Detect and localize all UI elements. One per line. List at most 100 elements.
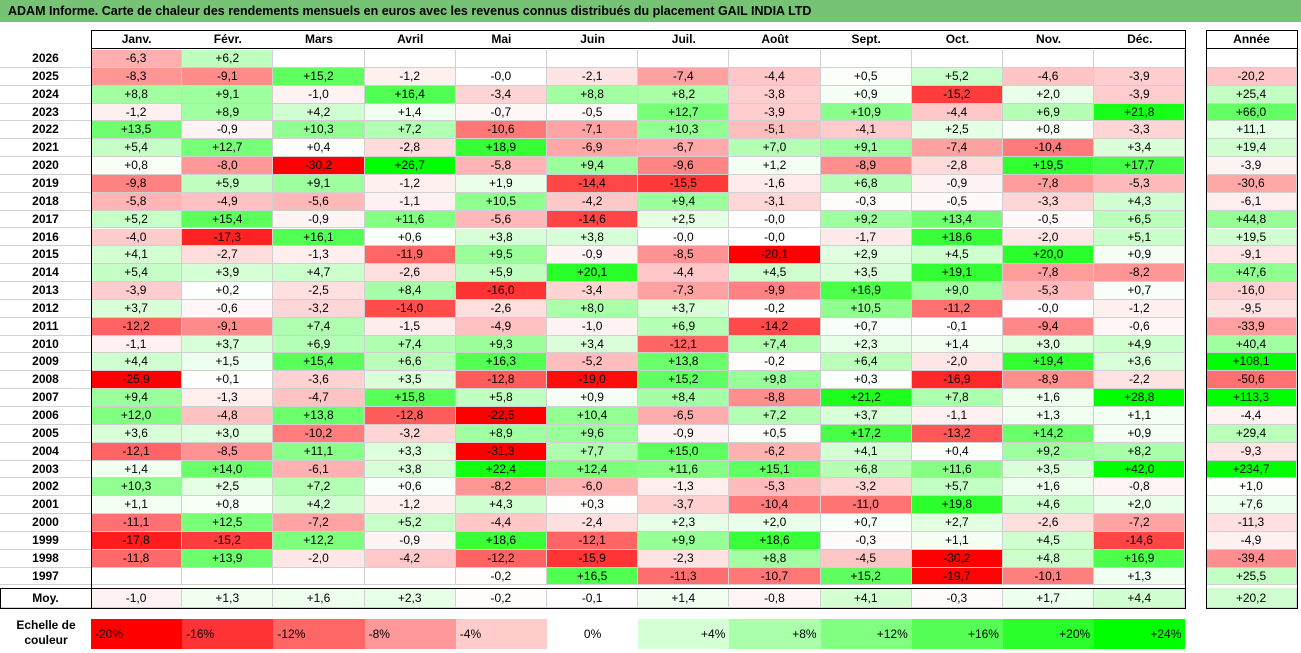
heatmap-cell: +0,7 [820,317,912,336]
heatmap-cell: -12,2 [91,317,183,336]
annual-cell: -9,5 [1206,299,1297,318]
heatmap-cell: +21,2 [820,389,912,407]
heatmap-cell: -2,6 [455,299,547,318]
heatmap-cell: -3,2 [820,478,912,497]
heatmap-cell: +11,6 [638,460,730,479]
heatmap-cell: +2,5 [638,210,730,229]
heatmap-cell: +3,0 [182,424,274,443]
heatmap-cell: -4,9 [455,317,547,336]
heatmap-cell: -5,8 [91,192,183,211]
heatmap-cell: -12,8 [455,371,547,390]
heatmap-cell: -8,3 [91,67,183,86]
heatmap-cell: -1,2 [91,103,183,122]
average-cell: +1,6 [273,587,365,608]
heatmap-cell: -0,5 [1003,210,1095,229]
heatmap-cell: -12,2 [455,549,547,568]
heatmap-cell: +14,2 [1003,424,1095,443]
heatmap-cell: +0,8 [91,157,183,175]
year-header: Année [1206,30,1297,49]
average-cell: -1,0 [91,587,183,608]
year-label: 2011 [0,318,91,336]
heatmap-cell: +0,9 [1094,424,1186,443]
month-header: Juil. [638,30,730,49]
heatmap-cell: -15,5 [638,174,730,193]
heatmap-cell: +21,8 [1094,103,1186,122]
heatmap-cell: +13,8 [638,353,730,372]
heatmap-cell: -4,4 [455,514,547,532]
annual-cell [1206,50,1297,68]
year-label: 1997 [0,568,91,586]
heatmap-cell: +9,3 [455,335,547,354]
heatmap-cell: +2,3 [638,514,730,532]
heatmap-cell: +6,8 [820,460,912,479]
heatmap-cell: +9,8 [729,371,821,390]
heatmap-cell: +3,8 [455,228,547,247]
annual-cell: +66,0 [1206,103,1297,122]
heatmap-cell: -3,3 [1003,192,1095,211]
year-label: 2004 [0,443,91,461]
heatmap-cell: +12,7 [182,139,274,158]
color-scale-swatch: +16% [911,619,1003,649]
heatmap-cell: +6,9 [273,335,365,354]
heatmap-cell: +10,3 [273,121,365,140]
heatmap-cell: +10,5 [820,299,912,318]
heatmap-cell: -8,9 [1003,371,1095,390]
year-label: 2008 [0,371,91,390]
heatmap-cell: +0,3 [547,496,639,515]
heatmap-cell: -2,6 [1003,514,1095,532]
color-scale-swatch: +4% [638,619,730,649]
heatmap-cell: +5,9 [182,174,274,193]
heatmap-cell: +6,8 [820,174,912,193]
heatmap-cell: +7,4 [729,335,821,354]
heatmap-cell: +3,7 [638,299,730,318]
heatmap-cell: +15,2 [638,371,730,390]
heatmap-cell [729,50,821,68]
heatmap-cell: -8,0 [182,157,274,175]
heatmap-cell: +19,8 [911,496,1003,515]
heatmap-cell: +2,0 [1094,496,1186,515]
heatmap-cell: -10,4 [729,496,821,515]
heatmap-cell: -3,4 [455,85,547,104]
heatmap-cell: -3,9 [1094,85,1186,104]
year-label: 2002 [0,478,91,497]
heatmap-cell: +13,8 [273,407,365,425]
heatmap-cell: -8,2 [1094,264,1186,283]
heatmap-cell: -14,6 [1094,531,1186,550]
year-label: 2000 [0,514,91,532]
heatmap-cell: +3,8 [547,228,639,247]
color-scale-swatch: -16% [182,619,274,649]
heatmap-cell: +19,4 [1003,353,1095,372]
heatmap-cell: -0,2 [729,299,821,318]
heatmap-cell: -1,2 [364,496,456,515]
heatmap-cell: +5,2 [364,514,456,532]
month-header: Févr. [182,30,274,49]
heatmap-cell: -5,3 [1094,174,1186,193]
color-scale-swatch: 0% [547,619,639,649]
heatmap-cell: +4,5 [729,264,821,283]
heatmap-cell: -3,2 [364,424,456,443]
heatmap-cell: +1,9 [455,174,547,193]
heatmap-cell: +5,2 [911,67,1003,86]
heatmap-cell: -1,6 [729,174,821,193]
heatmap-cell: -10,4 [1003,139,1095,158]
heatmap-cell: -30,2 [911,549,1003,568]
average-cell: +2,3 [364,587,456,608]
heatmap-cell: -19,0 [547,371,639,390]
heatmap-cell: -1,3 [638,478,730,497]
heatmap-cell: -0,0 [729,228,821,247]
heatmap-cell: -2,3 [638,549,730,568]
annual-cell: -11,3 [1206,514,1297,532]
heatmap-cell: +18,6 [729,531,821,550]
average-label: Moy. [0,588,91,608]
heatmap-cell: -25,9 [91,371,183,390]
heatmap-cell: +0,9 [547,389,639,407]
heatmap-cell: -4,7 [273,389,365,407]
heatmap-cell: +0,5 [820,67,912,86]
heatmap-cell: -13,2 [911,424,1003,443]
heatmap-cell: +8,9 [455,424,547,443]
heatmap-cell: -5,6 [273,192,365,211]
average-cell: -0,1 [547,587,639,608]
heatmap-cell: -6,5 [638,407,730,425]
heatmap-cell: -16,9 [911,371,1003,390]
heatmap-cell: -0,3 [820,192,912,211]
